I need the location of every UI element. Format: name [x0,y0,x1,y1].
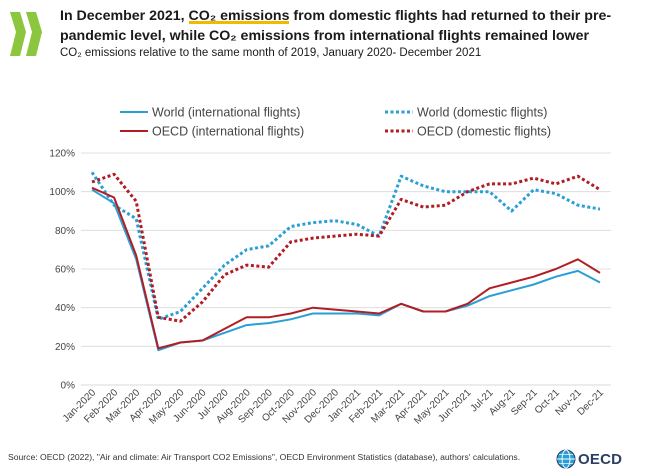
title-highlight: CO₂ emissions [188,8,290,24]
y-axis-ticks: 0% 20% 40% 60% 80% 100% 120% [49,149,75,392]
y-tick-label: 0% [61,381,76,392]
series-lines [90,171,601,352]
legend-label: OECD (international flights) [152,125,304,139]
chart-title: In December 2021, CO₂ emissions from dom… [60,6,645,46]
series-line [91,188,601,352]
legend-label: World (international flights) [152,106,300,120]
y-tick-label: 100% [49,187,75,198]
legend-label: World (domestic flights) [417,106,547,120]
oecd-brand: OECD [556,449,622,469]
globe-icon [556,449,576,469]
y-tick-label: 80% [55,226,75,237]
y-tick-label: 40% [55,303,75,314]
chart-subtitle: CO₂ emissions relative to the same month… [60,47,482,59]
y-tick-label: 120% [49,149,75,160]
series-line [90,171,601,321]
y-tick-label: 20% [55,342,75,353]
source-note: Source: OECD (2022), "Air and climate: A… [8,452,521,462]
oecd-wordmark: OECD [578,450,623,468]
y-tick-label: 60% [55,265,75,276]
x-axis-ticks: Jan-2020Feb-2020Mar-2020Apr-2020May-2020… [61,387,606,427]
chevron-mark [10,12,42,56]
title-part-2: from domestic flights had returned to th… [60,8,612,44]
legend: World (international flights) World (dome… [120,106,551,139]
line-chart: 0% 20% 40% 60% 80% 100% 120% Jan-2020Feb-2020M… [49,106,611,427]
gridlines [81,152,611,386]
oecd-chevron-logo [10,12,42,56]
series-line [91,172,601,323]
series-line [91,186,601,350]
title-part-1: In December 2021, [60,8,189,24]
legend-label: OECD (domestic flights) [417,125,551,139]
